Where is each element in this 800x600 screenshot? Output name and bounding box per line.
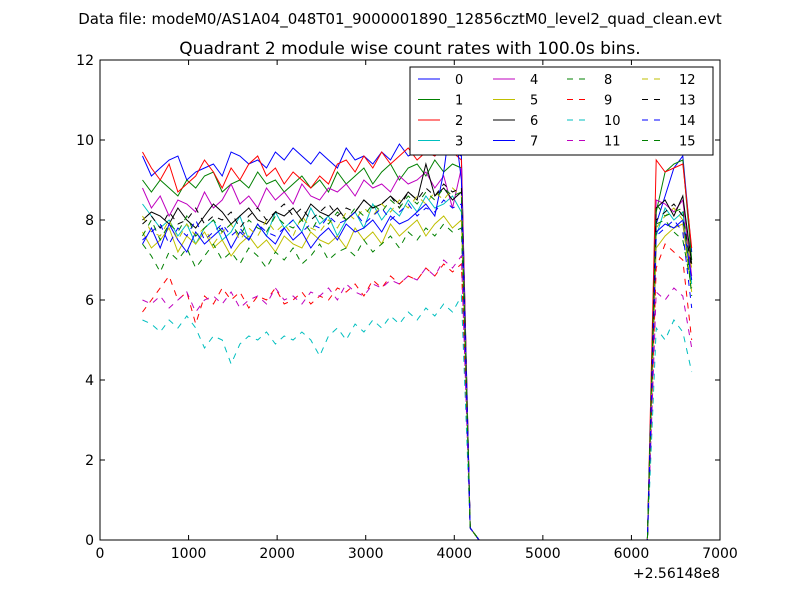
legend-label-6: 6 <box>530 114 538 129</box>
legend-frame <box>409 66 714 156</box>
series-line-4 <box>142 167 693 541</box>
series-line-3 <box>142 195 693 541</box>
series-line-11 <box>142 254 693 541</box>
legend-label-0: 0 <box>455 73 463 88</box>
series-line-10 <box>142 294 693 541</box>
series-line-13 <box>142 183 693 541</box>
y-tick-label: 4 <box>85 373 94 389</box>
y-tick-label: 12 <box>76 53 94 69</box>
series-line-1 <box>142 159 693 541</box>
y-tick-label: 8 <box>85 213 94 229</box>
legend-label-13: 13 <box>679 94 696 109</box>
series-line-7 <box>142 107 693 541</box>
series-layer <box>142 107 693 541</box>
y-tick-label: 0 <box>85 533 94 549</box>
legend-label-1: 1 <box>455 94 463 109</box>
legend-label-15: 15 <box>679 135 696 150</box>
legend-label-12: 12 <box>679 73 696 88</box>
x-tick-label: 2000 <box>259 546 295 562</box>
y-tick-label: 6 <box>85 293 94 309</box>
x-tick-label: 7000 <box>702 546 738 562</box>
x-tick-label: 6000 <box>614 546 650 562</box>
legend-label-11: 11 <box>604 135 621 150</box>
legend-label-3: 3 <box>455 135 463 150</box>
chart-title: Quadrant 2 module wise count rates with … <box>179 39 640 59</box>
y-tick-label: 10 <box>76 133 94 149</box>
series-line-9 <box>142 243 693 541</box>
x-axis-offset-text: +2.56148e8 <box>633 566 720 582</box>
legend-label-7: 7 <box>530 135 538 150</box>
series-line-2 <box>142 147 693 541</box>
x-tick-label: 0 <box>96 546 105 562</box>
legend-label-10: 10 <box>604 114 621 129</box>
y-tick-label: 2 <box>85 453 94 469</box>
series-line-12 <box>142 187 693 541</box>
legend-label-5: 5 <box>530 94 538 109</box>
legend-label-14: 14 <box>679 114 696 129</box>
figure-suptitle: Data file: modeM0/AS1A04_048T01_90000018… <box>78 10 722 29</box>
series-line-15 <box>142 187 693 541</box>
legend-label-8: 8 <box>604 73 612 88</box>
legend-label-9: 9 <box>604 94 612 109</box>
x-tick-label: 5000 <box>525 546 561 562</box>
x-tick-label: 4000 <box>436 546 472 562</box>
legend-label-4: 4 <box>530 73 538 88</box>
series-line-14 <box>142 199 693 541</box>
series-line-8 <box>142 219 693 541</box>
legend-label-2: 2 <box>455 114 463 129</box>
series-line-5 <box>142 215 693 541</box>
x-tick-label: 1000 <box>171 546 207 562</box>
x-tick-label: 3000 <box>348 546 384 562</box>
